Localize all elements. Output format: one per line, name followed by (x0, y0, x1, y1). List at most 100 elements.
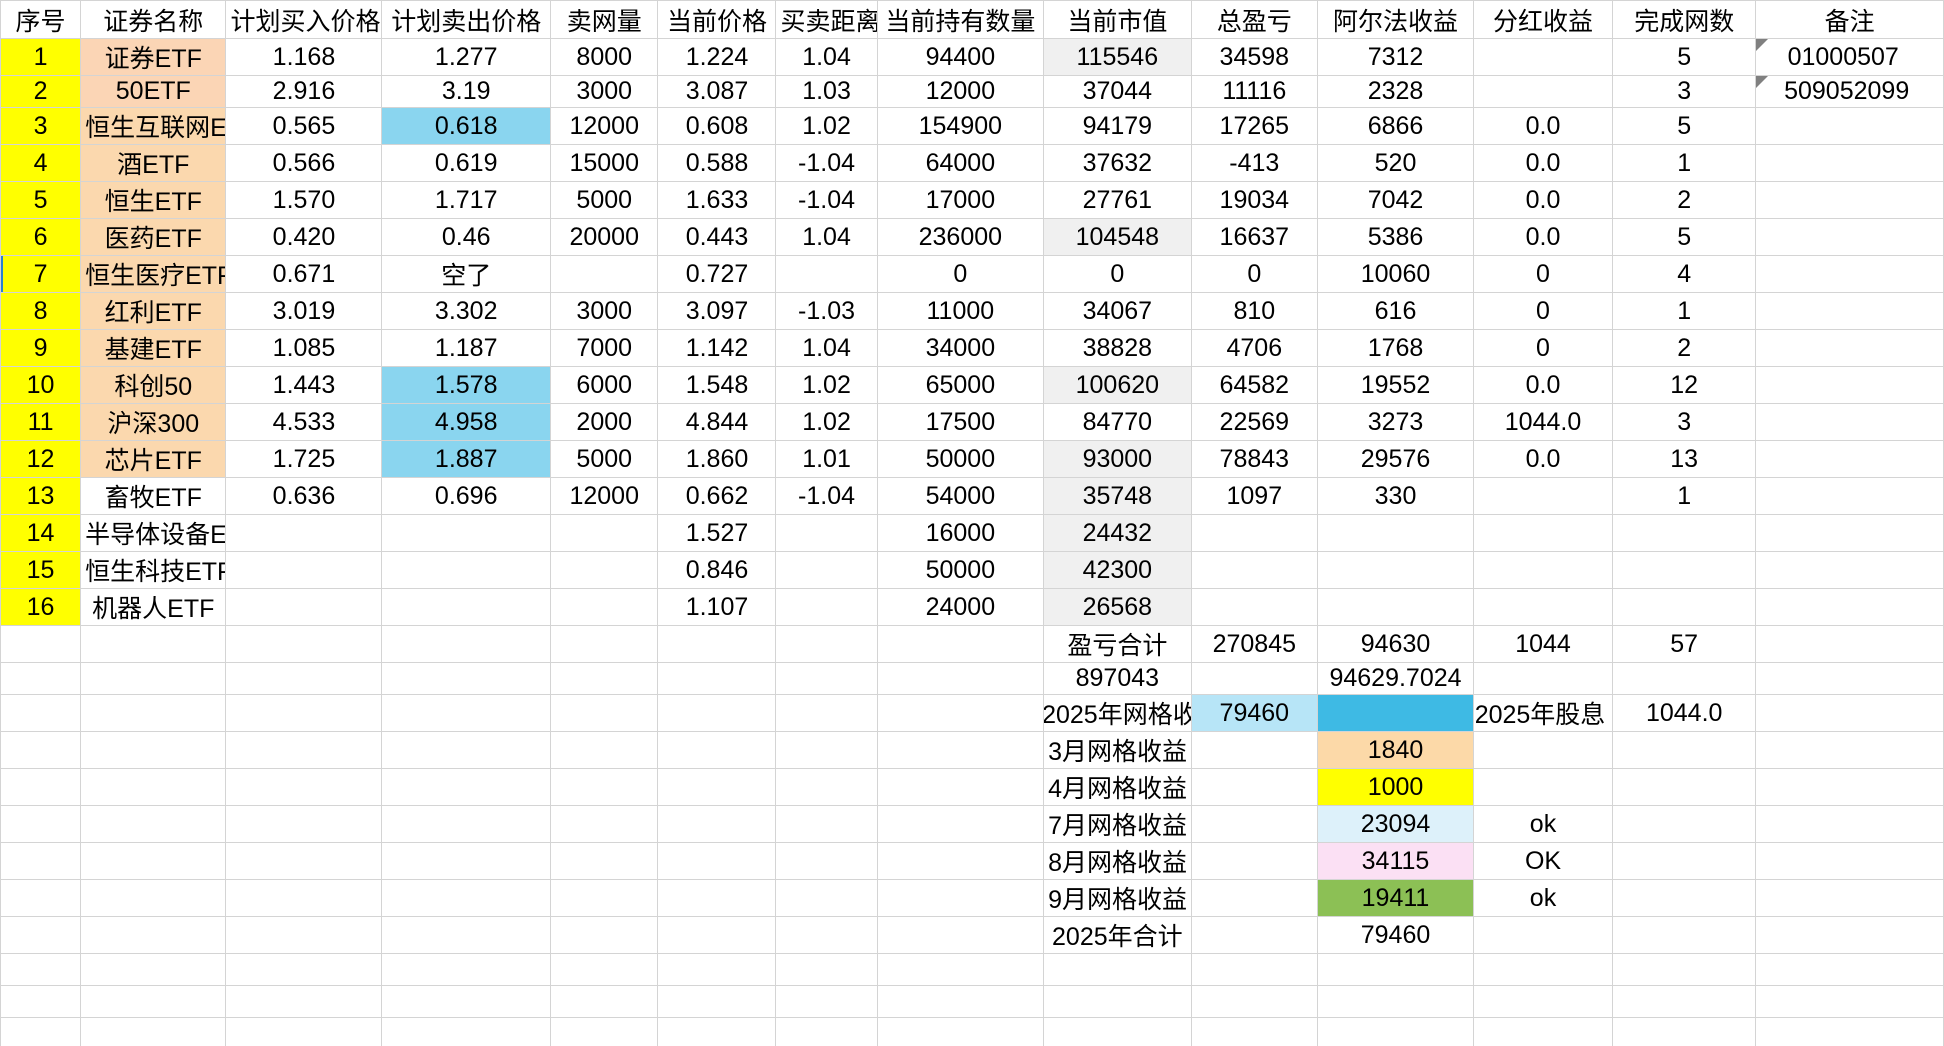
security-name-cell[interactable]: 恒生互联网ETF (80, 107, 227, 145)
dividend-return-cell[interactable] (1472, 551, 1614, 589)
empty-cell[interactable] (1755, 731, 1944, 769)
summary-value-b-cell[interactable]: 19411 (1317, 879, 1474, 917)
empty-cell[interactable] (1190, 953, 1319, 986)
plan-buy-price-cell[interactable]: 1.725 (225, 440, 383, 478)
security-name-cell[interactable]: 机器人ETF (80, 588, 227, 626)
plan-buy-price-cell[interactable]: 1.168 (225, 38, 383, 76)
plan-buy-price-cell[interactable]: 2.916 (225, 75, 383, 108)
row-index-cell[interactable]: 7 (0, 255, 82, 293)
empty-cell[interactable] (225, 625, 383, 663)
completed-grids-cell[interactable]: 13 (1612, 440, 1757, 478)
note-cell[interactable] (1755, 366, 1944, 404)
empty-cell[interactable] (80, 768, 227, 806)
dividend-return-cell[interactable]: 0 (1472, 292, 1614, 330)
empty-cell[interactable] (1755, 953, 1944, 986)
empty-cell[interactable] (80, 879, 227, 917)
plan-buy-price-cell[interactable]: 3.019 (225, 292, 383, 330)
empty-cell[interactable] (1190, 985, 1319, 1018)
current-holding-qty-cell[interactable]: 50000 (876, 551, 1045, 589)
empty-cell[interactable] (381, 625, 551, 663)
empty-cell[interactable] (657, 1017, 777, 1046)
summary-value-b-cell[interactable]: 34115 (1317, 842, 1474, 880)
current-market-value-cell[interactable]: 26568 (1043, 588, 1192, 626)
plan-sell-price-cell[interactable] (381, 551, 551, 589)
empty-cell[interactable] (80, 805, 227, 843)
buy-sell-distance-cell[interactable] (775, 255, 878, 293)
summary-value-a-cell[interactable] (1190, 842, 1319, 880)
dividend-return-cell[interactable]: 0.0 (1472, 440, 1614, 478)
total-pnl-cell[interactable]: 4706 (1190, 329, 1319, 367)
sell-grid-qty-cell[interactable] (549, 588, 659, 626)
summary-value-d-cell[interactable] (1612, 731, 1757, 769)
alpha-return-cell[interactable] (1317, 551, 1474, 589)
summary-label-cell[interactable]: 2025年网格收 (1043, 694, 1192, 732)
alpha-return-cell[interactable]: 29576 (1317, 440, 1474, 478)
empty-cell[interactable] (381, 1017, 551, 1046)
current-holding-qty-cell[interactable]: 65000 (876, 366, 1045, 404)
buy-sell-distance-cell[interactable]: 1.02 (775, 366, 878, 404)
current-market-value-cell[interactable]: 37044 (1043, 75, 1192, 108)
sell-grid-qty-cell[interactable]: 6000 (549, 366, 659, 404)
dividend-return-cell[interactable] (1472, 588, 1614, 626)
plan-buy-price-cell[interactable]: 0.565 (225, 107, 383, 145)
dividend-return-cell[interactable]: 0 (1472, 255, 1614, 293)
empty-cell[interactable] (657, 805, 777, 843)
completed-grids-cell[interactable]: 1 (1612, 144, 1757, 182)
security-name-cell[interactable]: 红利ETF (80, 292, 227, 330)
empty-cell[interactable] (80, 916, 227, 954)
security-name-cell[interactable]: 畜牧ETF (80, 477, 227, 515)
empty-cell[interactable] (1317, 1017, 1474, 1046)
note-cell[interactable] (1755, 255, 1944, 293)
row-index-cell[interactable]: 5 (0, 181, 82, 219)
row-index-cell[interactable]: 8 (0, 292, 82, 330)
empty-cell[interactable] (0, 805, 82, 843)
note-cell[interactable] (1755, 181, 1944, 219)
buy-sell-distance-cell[interactable]: -1.04 (775, 477, 878, 515)
plan-sell-price-cell[interactable]: 1.578 (381, 366, 551, 404)
sell-grid-qty-cell[interactable] (549, 255, 659, 293)
current-price-cell[interactable]: 0.443 (657, 218, 777, 256)
total-pnl-cell[interactable]: 22569 (1190, 403, 1319, 441)
empty-cell[interactable] (80, 731, 227, 769)
empty-cell[interactable] (775, 1017, 878, 1046)
plan-buy-price-cell[interactable]: 4.533 (225, 403, 383, 441)
empty-cell[interactable] (657, 842, 777, 880)
current-market-value-cell[interactable]: 0 (1043, 255, 1192, 293)
security-name-cell[interactable]: 半导体设备ETF (80, 514, 227, 552)
summary-value-d-cell[interactable] (1612, 879, 1757, 917)
empty-cell[interactable] (775, 916, 878, 954)
current-price-cell[interactable]: 4.844 (657, 403, 777, 441)
empty-cell[interactable] (1755, 985, 1944, 1018)
sell-grid-qty-cell[interactable] (549, 514, 659, 552)
plan-sell-price-cell[interactable]: 0.46 (381, 218, 551, 256)
note-cell[interactable] (1755, 403, 1944, 441)
completed-grids-cell[interactable]: 5 (1612, 218, 1757, 256)
row-index-cell[interactable]: 4 (0, 144, 82, 182)
empty-cell[interactable] (225, 731, 383, 769)
dividend-return-cell[interactable]: 0.0 (1472, 218, 1614, 256)
empty-cell[interactable] (549, 879, 659, 917)
security-name-cell[interactable]: 酒ETF (80, 144, 227, 182)
plan-buy-price-cell[interactable]: 0.420 (225, 218, 383, 256)
empty-cell[interactable] (1472, 1017, 1614, 1046)
empty-cell[interactable] (775, 694, 878, 732)
empty-cell[interactable] (0, 731, 82, 769)
empty-cell[interactable] (876, 625, 1045, 663)
empty-cell[interactable] (657, 768, 777, 806)
empty-cell[interactable] (657, 985, 777, 1018)
summary-label-cell[interactable]: 8月网格收益 (1043, 842, 1192, 880)
plan-sell-price-cell[interactable] (381, 588, 551, 626)
alpha-return-cell[interactable]: 19552 (1317, 366, 1474, 404)
summary-label-cell[interactable]: 4月网格收益 (1043, 768, 1192, 806)
empty-cell[interactable] (225, 916, 383, 954)
empty-cell[interactable] (1755, 694, 1944, 732)
completed-grids-cell[interactable]: 12 (1612, 366, 1757, 404)
empty-cell[interactable] (80, 694, 227, 732)
current-market-value-cell[interactable]: 42300 (1043, 551, 1192, 589)
total-pnl-cell[interactable]: 1097 (1190, 477, 1319, 515)
empty-cell[interactable] (775, 625, 878, 663)
empty-cell[interactable] (225, 694, 383, 732)
row-index-cell[interactable]: 6 (0, 218, 82, 256)
summary-value-b-cell[interactable]: 1840 (1317, 731, 1474, 769)
